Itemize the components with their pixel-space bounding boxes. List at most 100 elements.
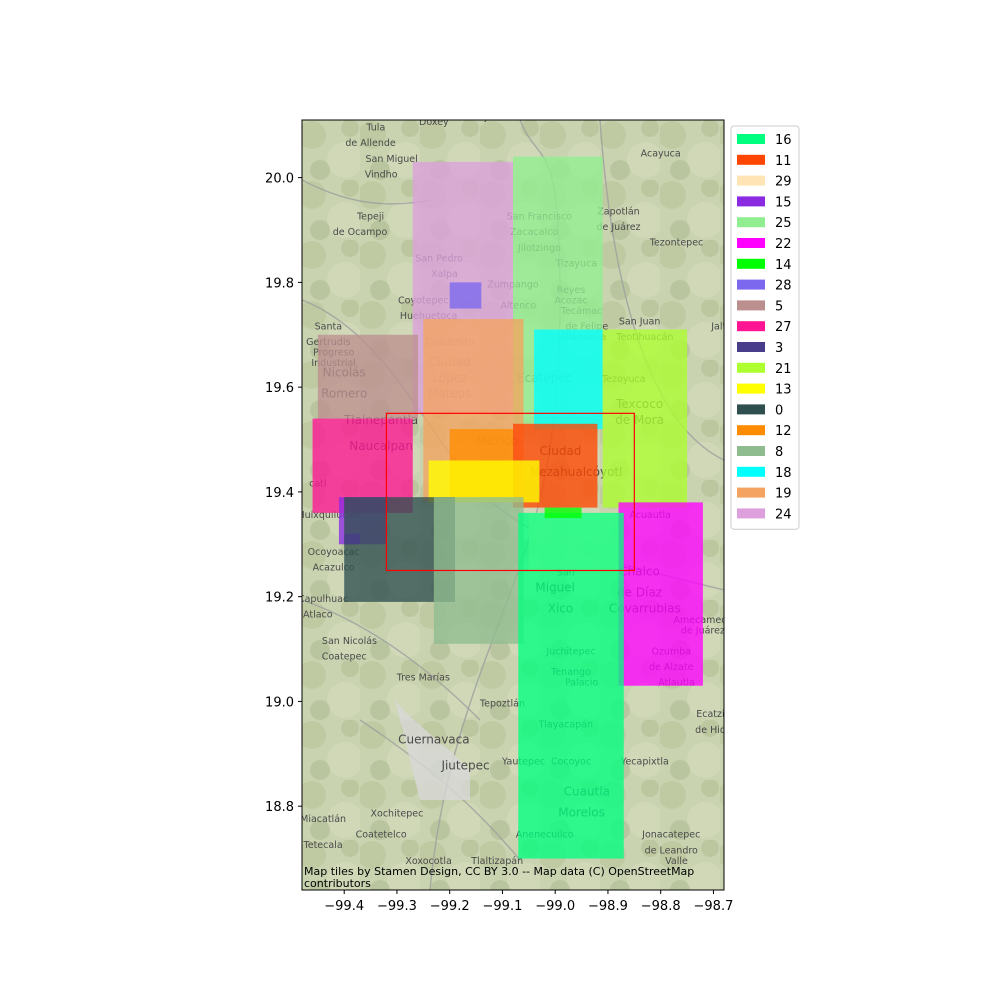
legend-swatch-21 — [737, 362, 765, 373]
place-label: de Allende — [345, 138, 396, 149]
map-axes: Tula de Allende Doxey Ajacuba San Miguel Vind… — [265, 112, 733, 914]
x-tick-label: −99.2 — [430, 899, 470, 914]
legend-swatch-27 — [737, 321, 765, 332]
legend-swatch-24 — [737, 508, 765, 519]
attribution-line-2: contributors — [304, 877, 371, 890]
axes-frame — [301, 119, 725, 891]
place-label: Huixquilucan — [297, 510, 359, 521]
legend-swatch-25 — [737, 217, 765, 228]
legend-swatch-16 — [737, 134, 765, 144]
polygon-21 — [602, 329, 688, 508]
y-tick-label: 19.6 — [265, 381, 294, 396]
place-label: Santa — [315, 322, 342, 333]
legend-label-22: 22 — [775, 237, 792, 252]
x-tick-label: −99.1 — [483, 899, 523, 914]
legend-label-14: 14 — [775, 258, 792, 273]
legend-label-16: 16 — [775, 133, 792, 148]
legend-label-28: 28 — [775, 279, 792, 294]
place-label: Cuernavaca — [398, 732, 469, 746]
legend-label-25: 25 — [775, 216, 792, 231]
y-tick-label: 19.0 — [265, 695, 294, 710]
legend-label-11: 11 — [775, 154, 792, 169]
place-label: Coatetelco — [356, 830, 407, 841]
legend-label-13: 13 — [775, 383, 792, 398]
place-label: Jalt — [710, 322, 726, 333]
place-label: Ocoyoacac — [308, 547, 360, 558]
legend-swatch-28 — [737, 279, 765, 290]
urban-area — [395, 700, 470, 800]
legend-swatch-8 — [737, 446, 765, 456]
legend-swatch-11 — [737, 154, 765, 165]
legend-label-12: 12 — [775, 424, 792, 439]
legend-swatch-18 — [737, 466, 765, 477]
legend-swatch-22 — [737, 238, 765, 248]
legend-swatch-29 — [737, 175, 765, 186]
legend-swatch-12 — [737, 425, 765, 436]
place-label: Ecatzin — [696, 709, 730, 720]
legend-label-29: 29 — [775, 175, 792, 190]
place-label: de Hida — [695, 725, 732, 736]
place-label: Zapotlán — [597, 206, 639, 217]
place-label: Xochitepec — [371, 809, 424, 820]
legend-swatch-15 — [737, 196, 765, 207]
y-tick-label: 18.8 — [265, 800, 294, 815]
y-tick-label: 19.8 — [265, 276, 294, 291]
x-tick-label: −98.8 — [641, 899, 681, 914]
place-label: de Juárez — [596, 222, 640, 233]
road-line — [599, 120, 724, 461]
place-label: Acayuca — [641, 149, 681, 160]
place-label: Tlaltizapán — [470, 856, 523, 867]
place-label: Atlaco — [303, 610, 333, 621]
polygon-3 — [344, 533, 361, 545]
place-label: San Juan — [619, 316, 661, 327]
legend-label-27: 27 — [775, 320, 792, 335]
legend-label-19: 19 — [775, 487, 792, 502]
x-tick-label: −99.0 — [535, 899, 575, 914]
legend: 16 11 29 15 25 22 14 28 5 27 3 21 13 0 12 8 18 19 24 — [730, 125, 800, 530]
y-tick-label: 19.2 — [265, 591, 294, 606]
place-label: Doxey — [419, 117, 449, 128]
place-label: Tula — [365, 122, 385, 133]
place-label: Ajacuba — [478, 112, 516, 123]
legend-label-24: 24 — [775, 507, 792, 522]
legend-label-3: 3 — [775, 341, 783, 356]
polygon-13 — [428, 460, 540, 503]
legend-label-5: 5 — [775, 299, 783, 314]
x-tick-label: −99.4 — [324, 899, 364, 914]
place-label: Jonacatepec — [641, 830, 700, 841]
legend-swatch-3 — [737, 342, 765, 352]
polygon-28 — [449, 282, 482, 309]
y-axis: 18.8 19.0 19.2 19.4 19.6 19.8 20.0 — [265, 172, 302, 815]
place-label: San Miguel — [366, 154, 418, 165]
legend-label-21: 21 — [775, 362, 792, 377]
study-area-bounding-box — [385, 412, 635, 572]
legend-swatch-0 — [737, 404, 765, 415]
place-label: Tepoztlán — [479, 699, 525, 710]
polygon-5 — [317, 334, 419, 419]
legend-swatch-13 — [737, 383, 765, 394]
place-label: Valle — [665, 856, 688, 867]
y-tick-label: 20.0 — [265, 172, 294, 187]
place-label: Tezontepec — [649, 238, 704, 249]
x-tick-label: −99.3 — [377, 899, 417, 914]
place-label: Yecapixtla — [620, 756, 669, 767]
place-label: de Ocampo — [333, 227, 388, 238]
place-label: Vindho — [365, 170, 398, 181]
legend-label-8: 8 — [775, 445, 783, 460]
place-label: Tres Marías — [396, 672, 450, 683]
legend-swatch-5 — [737, 300, 765, 311]
legend-label-0: 0 — [775, 403, 783, 418]
y-tick-label: 19.4 — [265, 486, 294, 501]
x-tick-label: −98.7 — [694, 899, 734, 914]
attribution-line-1: Map tiles by Stamen Design, CC BY 3.0 --… — [304, 865, 694, 878]
place-label: San Nicolás — [322, 636, 377, 647]
polygon-22 — [618, 502, 703, 686]
place-label: Xoxocotla — [405, 856, 451, 867]
polygon-18 — [534, 329, 603, 430]
legend-swatch-19 — [737, 487, 765, 498]
road-line — [302, 599, 481, 721]
polygon-16 — [518, 512, 624, 859]
x-axis: −99.4 −99.3 −99.2 −99.1 −99.0 −98.9 −98.8 −98.7 — [324, 890, 733, 914]
x-tick-label: −98.9 — [588, 899, 628, 914]
